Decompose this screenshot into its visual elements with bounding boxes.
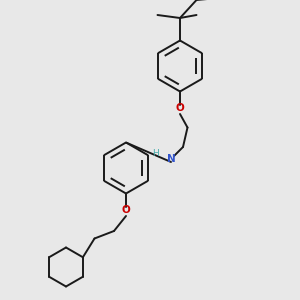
Text: O: O: [122, 205, 130, 215]
Text: O: O: [176, 103, 184, 113]
Text: N: N: [167, 154, 176, 164]
Text: H: H: [152, 149, 159, 158]
